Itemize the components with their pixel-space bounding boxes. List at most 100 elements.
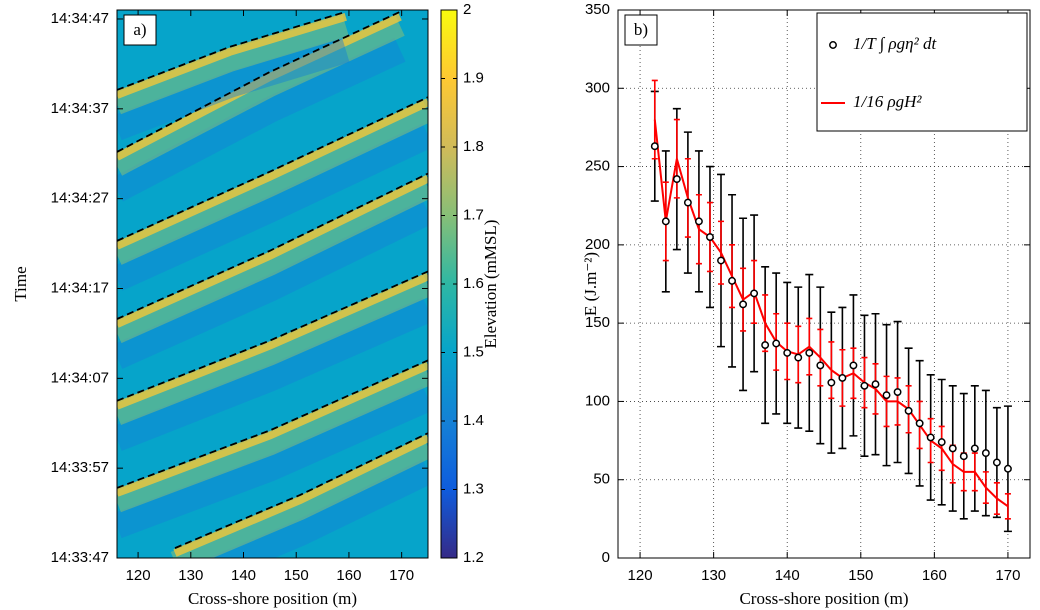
wave-band bbox=[117, 13, 402, 161]
x-axis-label: Cross-shore position (m) bbox=[188, 589, 357, 608]
crest-line bbox=[117, 270, 428, 402]
crest-line bbox=[117, 172, 428, 320]
data-point bbox=[672, 175, 681, 184]
axes-frame bbox=[617, 9, 1031, 559]
data-point bbox=[849, 361, 858, 370]
data-point bbox=[683, 198, 692, 207]
colorbar-tick-label: 1.9 bbox=[463, 69, 484, 86]
data-point bbox=[871, 380, 880, 389]
data-point bbox=[948, 444, 957, 453]
data-point bbox=[1003, 464, 1012, 473]
wave-band bbox=[117, 272, 428, 410]
y-tick-label: 200 bbox=[585, 236, 610, 253]
y-tick-label: 14:34:47 bbox=[51, 10, 109, 27]
y-tick-label: 14:34:07 bbox=[51, 369, 109, 386]
data-point bbox=[661, 217, 670, 226]
y-tick-label: 0 bbox=[602, 549, 610, 566]
y-tick-label: 50 bbox=[593, 471, 610, 488]
wave-band bbox=[117, 15, 349, 115]
data-point bbox=[761, 341, 770, 350]
wave-band bbox=[170, 437, 428, 558]
trough-band bbox=[117, 37, 350, 141]
data-point bbox=[739, 300, 748, 309]
colorbar-tick-label: 1.7 bbox=[463, 206, 484, 223]
data-point bbox=[970, 444, 979, 453]
crest-line bbox=[117, 10, 347, 91]
colorbar-label: Elevation (mMSL) bbox=[481, 220, 500, 349]
y-axis-label: E (J.m⁻²) bbox=[581, 252, 600, 316]
wave-band bbox=[117, 12, 347, 99]
y-tick-label: 14:34:17 bbox=[51, 279, 109, 296]
trough-band bbox=[117, 297, 428, 451]
wave-band bbox=[117, 15, 405, 176]
data-point bbox=[783, 348, 792, 357]
data-point bbox=[694, 217, 703, 226]
trough-band bbox=[207, 459, 428, 558]
data-point bbox=[981, 449, 990, 458]
wave-band bbox=[117, 101, 428, 265]
colorbar-tick-label: 1.3 bbox=[463, 480, 484, 497]
trough-band bbox=[117, 123, 428, 291]
data-point bbox=[728, 276, 736, 285]
data-point bbox=[860, 381, 869, 390]
data-point bbox=[959, 452, 968, 461]
crest-line bbox=[117, 10, 401, 153]
data-point bbox=[882, 391, 891, 400]
data-point bbox=[750, 289, 759, 298]
wave-band bbox=[117, 275, 428, 426]
y-tick-label: 14:34:37 bbox=[51, 100, 109, 117]
wave-band bbox=[173, 434, 428, 557]
data-point bbox=[915, 419, 924, 428]
trough-band bbox=[117, 199, 428, 369]
y-tick-label: 350 bbox=[585, 1, 610, 18]
wave-band bbox=[117, 177, 428, 344]
wave-band bbox=[117, 364, 428, 513]
panel-label-box bbox=[624, 14, 658, 46]
colorbar-tick-label: 1.8 bbox=[463, 138, 484, 155]
x-tick-label: 140 bbox=[775, 567, 800, 584]
data-point bbox=[926, 433, 935, 442]
colorbar-tick-label: 2 bbox=[463, 1, 471, 18]
legend bbox=[816, 12, 1028, 132]
data-point bbox=[937, 438, 946, 447]
x-tick-label: 120 bbox=[126, 567, 151, 584]
trough-band bbox=[117, 37, 406, 202]
data-point bbox=[650, 142, 659, 151]
panel-label: b) bbox=[634, 20, 648, 39]
trough-band bbox=[117, 386, 428, 539]
x-tick-label: 160 bbox=[922, 567, 947, 584]
x-tick-label: 130 bbox=[701, 567, 726, 584]
wave-band bbox=[117, 98, 428, 250]
y-tick-label: 14:34:27 bbox=[51, 190, 109, 207]
legend-label: 1/16 ρgH² bbox=[853, 92, 922, 111]
data-point bbox=[706, 233, 714, 241]
data-point bbox=[805, 348, 814, 357]
x-tick-label: 140 bbox=[231, 567, 256, 584]
data-point bbox=[794, 353, 803, 362]
data-point bbox=[816, 361, 825, 370]
data-point bbox=[904, 406, 913, 415]
x-tick-label: 170 bbox=[995, 567, 1020, 584]
data-point bbox=[992, 458, 1001, 467]
y-tick-label: 14:33:57 bbox=[51, 459, 109, 476]
x-tick-label: 150 bbox=[848, 567, 873, 584]
panel-label: a) bbox=[133, 20, 146, 39]
x-tick-label: 130 bbox=[178, 567, 203, 584]
y-axis-label: Time bbox=[11, 266, 30, 301]
y-tick-label: 14:33:47 bbox=[51, 549, 109, 566]
data-point bbox=[827, 378, 836, 387]
legend-label: 1/T ∫ ρgη² dt bbox=[853, 34, 937, 54]
x-axis-label: Cross-shore position (m) bbox=[739, 589, 908, 608]
x-tick-label: 160 bbox=[336, 567, 361, 584]
heatmap-area bbox=[117, 10, 428, 558]
data-point bbox=[772, 339, 781, 348]
colorbar-tick-label: 1.4 bbox=[463, 412, 484, 429]
series-line bbox=[653, 119, 1009, 508]
x-tick-label: 170 bbox=[389, 567, 414, 584]
y-tick-label: 100 bbox=[585, 392, 610, 409]
legend-marker bbox=[829, 41, 837, 49]
data-point bbox=[717, 256, 725, 265]
colorbar-tick-label: 1.2 bbox=[463, 549, 484, 566]
x-tick-label: 150 bbox=[284, 567, 309, 584]
